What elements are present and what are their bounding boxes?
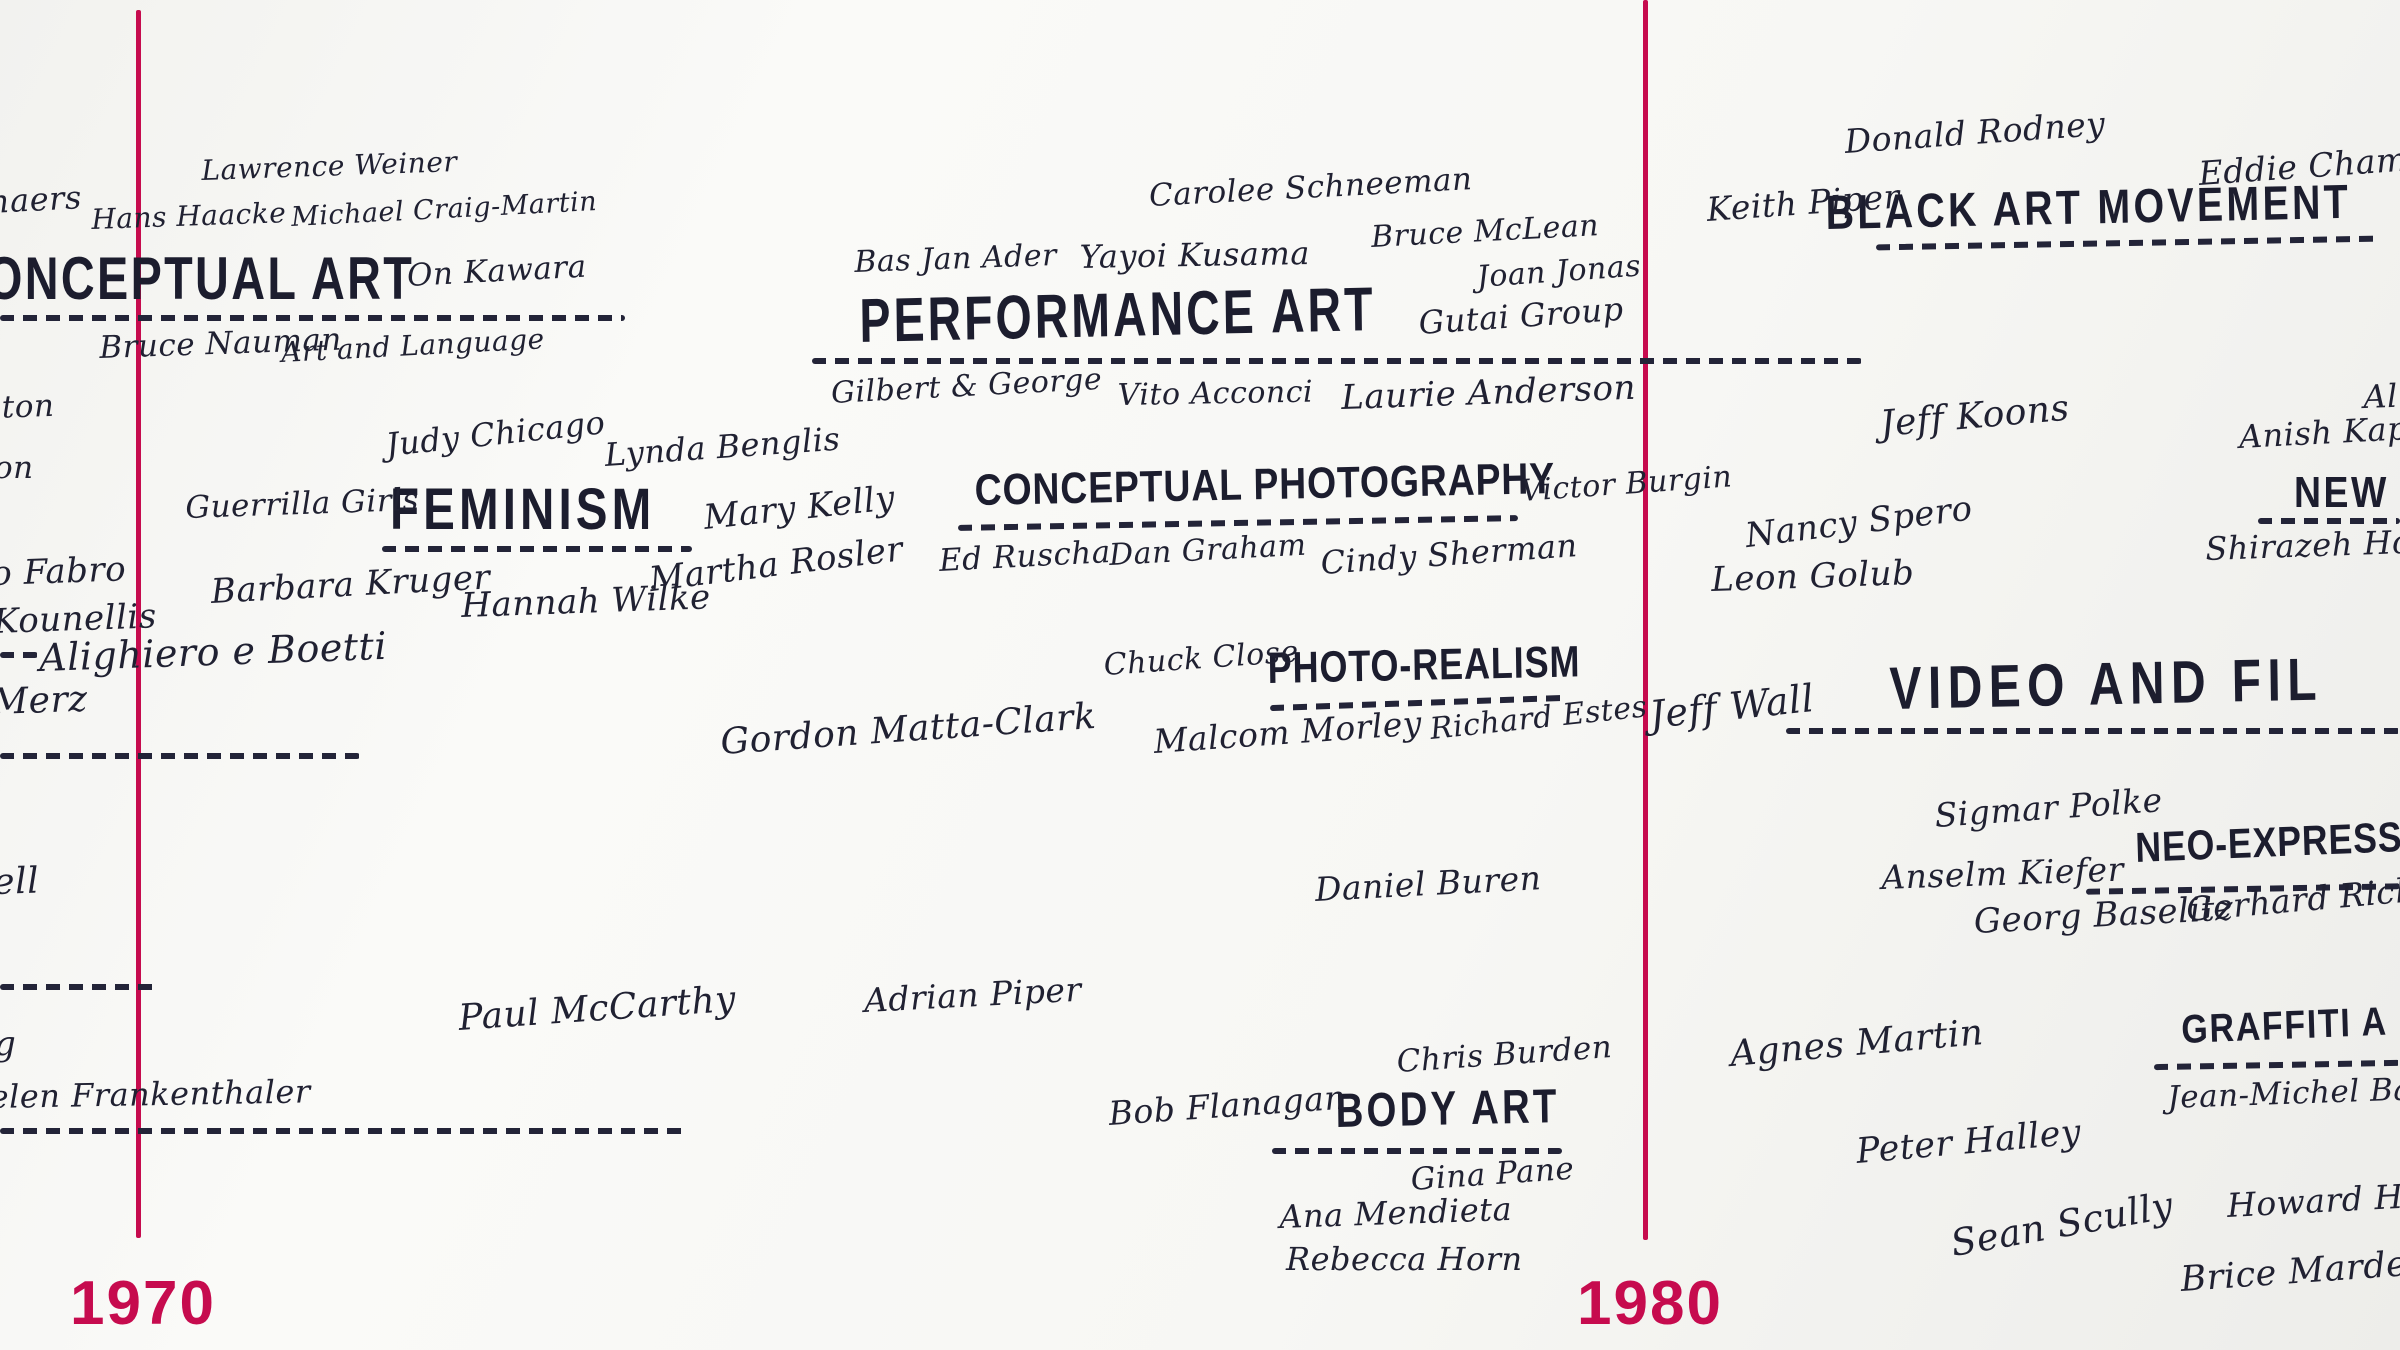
artist-gerhard-richter: Gerhard Richter <box>2184 865 2400 929</box>
movement-body-art: BODY ART <box>1335 1080 1560 1139</box>
artist-nancy-spero: Nancy Spero <box>1743 488 1975 556</box>
dash-conceptual-art <box>0 315 625 321</box>
artist-gordon-matta-clark: Gordon Matta-Clark <box>719 695 1098 763</box>
artist-mary-kelly: Mary Kelly <box>701 478 897 538</box>
artist-fragment-shirazeh-houshiary: Shirazeh Housh <box>2204 520 2400 568</box>
artist-fragment-eddie-chambers: Eddie Chambe <box>2197 136 2400 193</box>
artist-barbara-kruger: Barbara Kruger <box>209 557 492 612</box>
artist-jeff-koons: Jeff Koons <box>1878 387 2072 445</box>
artist-ed-ruscha: Ed Ruscha <box>938 534 1112 579</box>
dash-conceptual-photography <box>957 515 1519 531</box>
artist-bob-flanagan: Bob Flanagan <box>1107 1077 1348 1133</box>
artist-fragment-g: g <box>0 1024 16 1064</box>
artist-fragment-frankenthaler: elen Frankenthaler <box>0 1072 311 1116</box>
movement-conceptual-photography: CONCEPTUAL PHOTOGRAPHY <box>974 454 1556 516</box>
artist-carolee-schneeman: Carolee Schneeman <box>1148 161 1474 214</box>
movement-new: NEW <box>2294 468 2389 517</box>
movement-graffiti: GRAFFITI A <box>2180 999 2389 1053</box>
artist-lynda-benglis: Lynda Benglis <box>603 419 842 474</box>
artist-rebecca-horn: Rebecca Horn <box>1286 1240 1523 1278</box>
artist-fragment-lton: lton <box>0 387 55 426</box>
artist-agnes-martin: Agnes Martin <box>1728 1012 1986 1075</box>
artist-peter-halley: Peter Halley <box>1854 1112 2083 1172</box>
artist-vito-acconci: Vito Acconci <box>1117 374 1314 413</box>
dash-graffiti <box>2153 1059 2400 1071</box>
artist-gutai-group: Gutai Group <box>1417 289 1625 342</box>
artist-fragment-anish-kapoor: Anish Kapo <box>2238 408 2400 456</box>
artist-bruce-mclean: Bruce McLean <box>1370 208 1600 255</box>
decade-line-1980 <box>1643 0 1648 1240</box>
artist-donald-rodney: Donald Rodney <box>1843 103 2107 161</box>
movement-photo-realism: PHOTO-REALISM <box>1267 637 1581 694</box>
artist-on-kawara: On Kawara <box>406 248 588 294</box>
dash-feminism <box>382 546 692 552</box>
artist-sigmar-polke: Sigmar Polke <box>1933 780 2164 835</box>
artist-laurie-anderson: Laurie Anderson <box>1340 367 1637 418</box>
artist-ana-mendieta: Ana Mendieta <box>1278 1189 1513 1236</box>
artist-leon-golub: Leon Golub <box>1710 552 1915 600</box>
artist-fragment-howard-hodgkin: Howard Hodg <box>2225 1173 2400 1225</box>
artist-michael-craig-martin: Michael Craig-Martin <box>290 186 598 233</box>
artist-malcom-morley: Malcom Morley <box>1152 703 1424 761</box>
artist-judy-chicago: Judy Chicago <box>384 403 608 464</box>
artist-fragment-on: on <box>0 450 34 486</box>
artist-gilbert-and-george: Gilbert & George <box>830 361 1104 411</box>
dash-arte-povera-fragment <box>0 652 38 658</box>
movement-conceptual-art: ONCEPTUAL ART <box>0 245 415 312</box>
dash-new <box>2258 518 2400 524</box>
year-label-1970: 1970 <box>70 1269 216 1338</box>
dash-left-3 <box>0 1128 690 1134</box>
artist-daniel-buren: Daniel Buren <box>1313 858 1543 909</box>
artist-fragment-merz: Merz <box>0 678 89 723</box>
artist-fragment-fabro: o Fabro <box>0 549 127 594</box>
dash-video-and-film <box>1786 728 2400 734</box>
artist-fragment-ell: ell <box>0 860 40 903</box>
movement-feminism: FEMINISM <box>390 477 656 542</box>
decade-line-1970 <box>136 10 141 1238</box>
artist-hans-haacke: Hans Haacke <box>90 196 287 236</box>
artist-sean-scully: Sean Scully <box>1947 1183 2177 1265</box>
movement-neo-expressionism: NEO-EXPRESSI <box>2134 812 2400 872</box>
artist-paul-mccarthy: Paul McCarthy <box>457 978 738 1039</box>
artist-fragment-jean-michel-basquiat: Jean-Michel Bas <box>2166 1070 2400 1116</box>
movement-video-and-film: VIDEO AND FIL <box>1889 645 2324 723</box>
artist-yayoi-kusama: Yayoi Kusama <box>1079 233 1311 276</box>
artist-joan-jonas: Joan Jonas <box>1475 248 1643 295</box>
artist-chris-burden: Chris Burden <box>1395 1029 1614 1080</box>
artist-lawrence-weiner: Lawrence Weiner <box>200 145 458 187</box>
artist-dan-graham: Dan Graham <box>1108 527 1308 573</box>
artist-martha-rosler: Martha Rosler <box>647 529 906 600</box>
artist-bas-jan-ader: Bas Jan Ader <box>853 237 1058 280</box>
dash-left-1 <box>0 753 360 759</box>
year-label-1980: 1980 <box>1577 1269 1723 1338</box>
dash-left-2 <box>0 984 155 990</box>
artist-brice-marden: Brice Marden <box>2179 1242 2400 1300</box>
artist-adrian-piper: Adrian Piper <box>862 969 1083 1020</box>
dash-body-art <box>1272 1148 1562 1154</box>
artist-fragment-broodthaers: haers <box>0 178 83 221</box>
artist-guerrilla-girls: Guerrilla Girls <box>184 481 420 526</box>
dash-performance-art <box>812 358 1862 364</box>
movement-performance-art: PERFORMANCE ART <box>859 275 1376 357</box>
artist-cindy-sherman: Cindy Sherman <box>1319 526 1579 582</box>
